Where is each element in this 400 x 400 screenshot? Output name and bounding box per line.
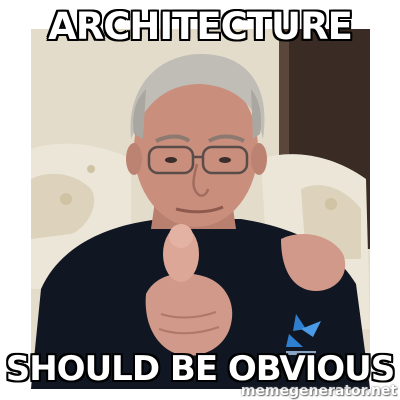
meme-top-caption: ARCHITECTURE bbox=[47, 5, 354, 48]
photo bbox=[31, 29, 370, 389]
shirt-logo-icon bbox=[286, 314, 321, 355]
glasses bbox=[147, 145, 195, 175]
hair bbox=[130, 54, 265, 139]
meme-bottom-caption: SHOULD BE OBVIOUS bbox=[5, 349, 397, 389]
resting-hand bbox=[281, 234, 346, 291]
watermark: memegenerator.net bbox=[240, 383, 397, 399]
face bbox=[134, 71, 258, 227]
pointing-hand bbox=[145, 273, 233, 356]
